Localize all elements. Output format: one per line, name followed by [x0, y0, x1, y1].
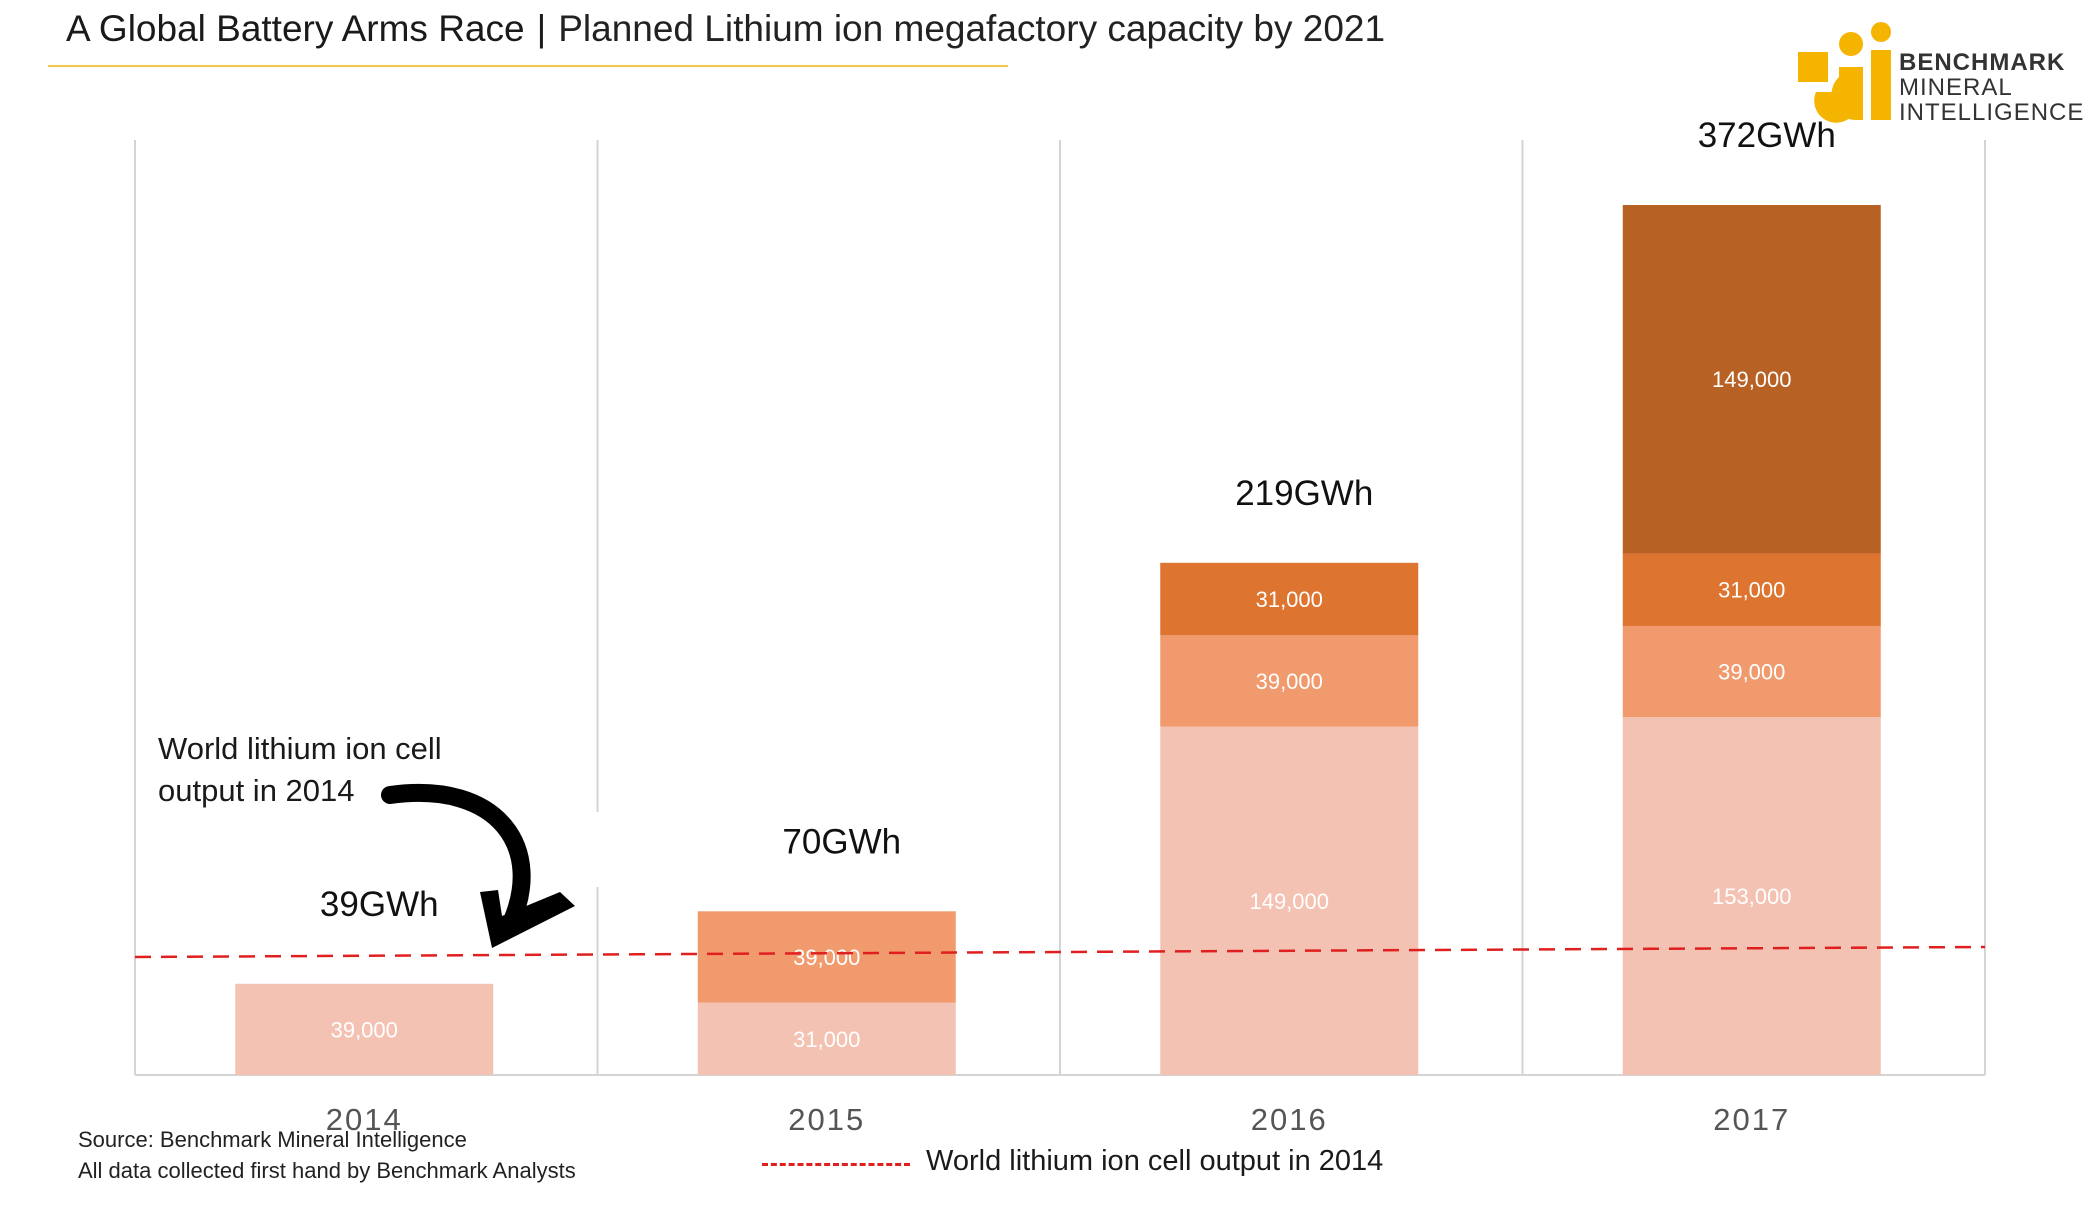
- annotation-line-1: World lithium ion cell: [158, 731, 442, 766]
- annotation-text: World lithium ion cell output in 2014: [158, 728, 442, 812]
- bar-total-label: 39GWh: [320, 885, 439, 924]
- legend-dashed-line-icon: [762, 1163, 910, 1166]
- x-tick-label: 2017: [1713, 1102, 1790, 1137]
- arrow-tip-icon: [480, 890, 575, 948]
- bar-segment-2014-layer1: [235, 983, 494, 1075]
- title-subtitle: Planned Lithium ion megafactory capacity…: [558, 8, 1386, 49]
- legend-label: World lithium ion cell output in 2014: [926, 1145, 1384, 1177]
- bar-total-label: 70GWh: [782, 822, 901, 861]
- title-main: A Global Battery Arms Race: [66, 8, 525, 49]
- logo-line-3: INTELLIGENCE: [1899, 99, 2085, 126]
- bar-total-label: 372GWh: [1698, 116, 1836, 155]
- reference-line-group: [134, 945, 1986, 959]
- bar-segment-2015-layer2: [697, 911, 956, 1003]
- annotation-arrow-group: [381, 784, 575, 948]
- source-note: Source: Benchmark Mineral Intelligence A…: [78, 1124, 576, 1186]
- benchmark-logo-icon: [1798, 22, 1891, 123]
- chart-labels: 39,000 39GWh 2014 31,000 39,000 70GWh 2015 149,…: [320, 116, 1836, 1137]
- source-line-2: All data collected first hand by Benchma…: [78, 1158, 576, 1183]
- bar-segment-2015-layer1: [697, 1002, 956, 1075]
- bar-segment-2017-layer3: [1622, 553, 1881, 626]
- page-title: A Global Battery Arms Race | Planned Lithi…: [66, 8, 1385, 50]
- x-tick-label: 2014: [326, 1102, 403, 1137]
- bar-data-label: 39,000: [1256, 669, 1323, 694]
- chart-bars: [235, 205, 1881, 1075]
- bar-segment-2016-layer3: [1160, 562, 1419, 636]
- bar-data-label: 39,000: [1718, 660, 1785, 685]
- bar-segment-2017-layer4: [1622, 205, 1881, 554]
- annotation-gap: [593, 812, 602, 887]
- bar-data-label: 31,000: [1718, 578, 1785, 603]
- chart-legend: World lithium ion cell output in 2014: [762, 1143, 1462, 1183]
- x-tick-label: 2016: [1251, 1102, 1328, 1137]
- bar-data-label: 149,000: [1249, 889, 1329, 914]
- bar-total-label: 219GWh: [1235, 474, 1373, 513]
- logo-line-1: BENCHMARK: [1899, 49, 2066, 76]
- bar-data-label: 31,000: [793, 1027, 860, 1052]
- bar-segment-2017-layer2: [1622, 625, 1881, 718]
- bar-data-label: 149,000: [1712, 367, 1792, 392]
- bar-segment-2016-layer2: [1160, 635, 1419, 727]
- title-separator: |: [536, 8, 547, 49]
- logo-line-2: MINERAL: [1899, 74, 2013, 101]
- bar-data-label: 39,000: [331, 1017, 398, 1042]
- bar-segment-2017-layer1: [1622, 717, 1881, 1075]
- x-tick-label: 2015: [788, 1102, 865, 1137]
- source-line-1: Source: Benchmark Mineral Intelligence: [78, 1127, 467, 1152]
- bar-segment-2016-layer1: [1160, 726, 1419, 1075]
- bar-data-label: 31,000: [1256, 587, 1323, 612]
- reference-line: [134, 945, 1986, 959]
- logo-text: BENCHMARK MINERAL INTELLIGENCE: [1899, 50, 2084, 125]
- bar-data-label: 153,000: [1712, 884, 1792, 909]
- annotation-line-2: output in 2014: [158, 773, 355, 808]
- title-underline: [48, 65, 1008, 67]
- curved-arrow-icon: [381, 784, 531, 934]
- bar-data-label: 39,000: [793, 945, 860, 970]
